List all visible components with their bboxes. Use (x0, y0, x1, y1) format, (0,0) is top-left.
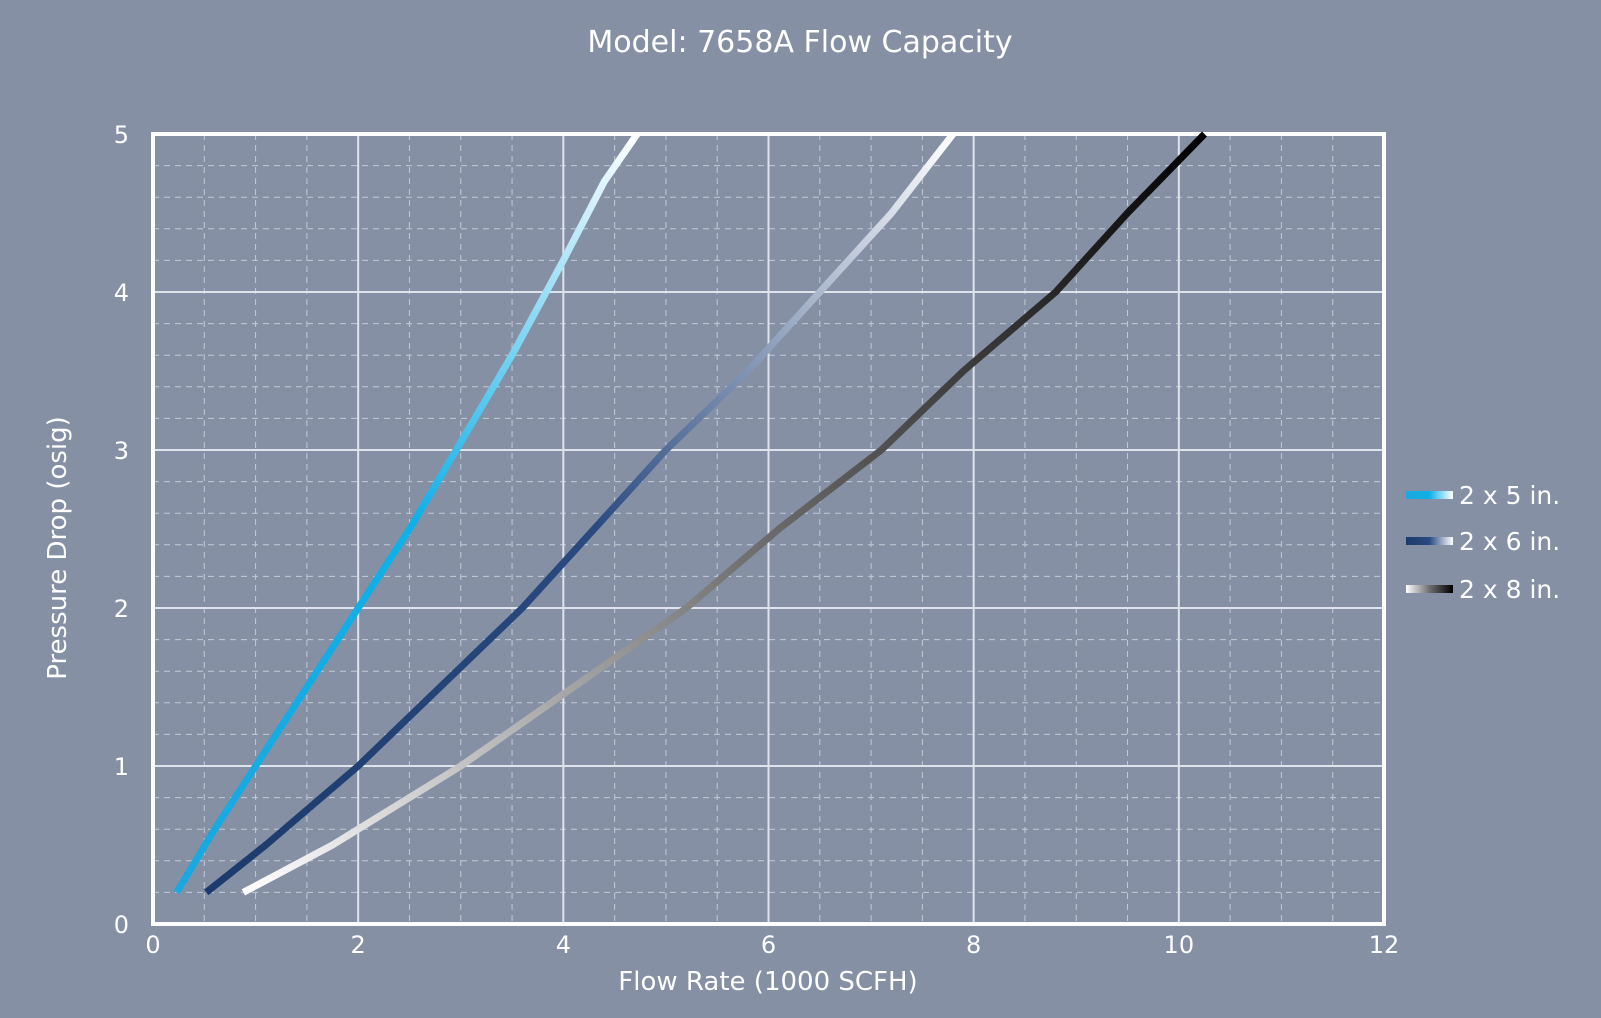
x-tick-label: 10 (1164, 931, 1195, 959)
legend-label: 2 x 5 in. (1459, 481, 1560, 510)
grid (152, 133, 1385, 925)
series-line (241, 131, 1208, 896)
x-tick-label: 0 (145, 931, 160, 959)
plot-frame (151, 132, 1386, 926)
y-tick-label: 5 (114, 121, 129, 149)
x-tick-label: 6 (761, 931, 776, 959)
legend-label: 2 x 8 in. (1459, 575, 1560, 604)
y-tick-label: 4 (114, 279, 129, 307)
y-axis-label: Pressure Drop (osig) (43, 416, 73, 680)
legend: 2 x 5 in. 2 x 6 in. 2 x 8 in. (1406, 481, 1560, 604)
x-tick-label: 12 (1369, 931, 1400, 959)
axes (151, 132, 1386, 926)
chart-title: Model: 7658A Flow Capacity (587, 25, 1012, 60)
series-line (204, 131, 956, 896)
y-tick-label: 1 (114, 753, 129, 781)
y-tick-label: 3 (114, 437, 129, 465)
x-tick-label: 4 (556, 931, 571, 959)
x-tick-label: 8 (966, 931, 981, 959)
legend-label: 2 x 6 in. (1459, 527, 1560, 556)
x-axis-label: Flow Rate (1000 SCFH) (618, 967, 917, 997)
y-tick-label: 2 (114, 595, 129, 623)
series-line (173, 132, 641, 895)
y-tick-label: 0 (114, 911, 129, 939)
x-tick-label: 2 (351, 931, 366, 959)
series-group (173, 131, 1208, 896)
